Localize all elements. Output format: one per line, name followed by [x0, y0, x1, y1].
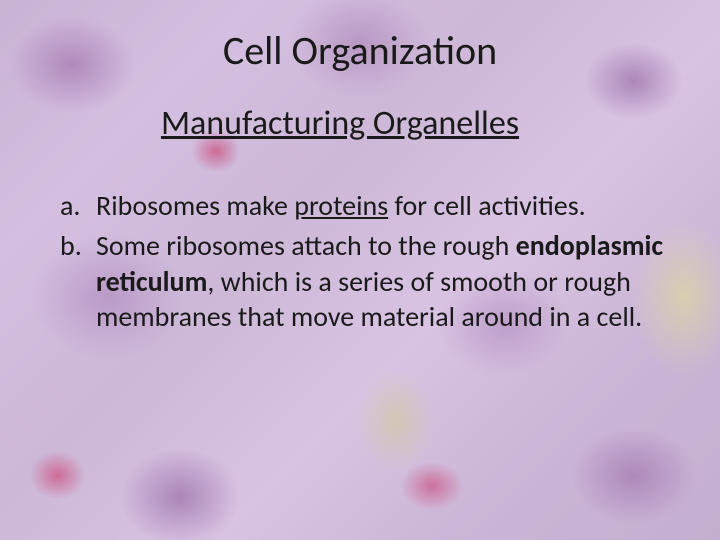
- list-text-post: for cell activities.: [388, 188, 586, 223]
- list-item: a.Ribosomes make proteins for cell activ…: [60, 188, 680, 224]
- list-text-pre: Some ribosomes attach to the rough: [96, 228, 516, 263]
- list-text-pre: Ribosomes make: [96, 188, 294, 223]
- list-text-underlined: proteins: [294, 188, 388, 223]
- list-item: b.Some ribosomes attach to the rough end…: [60, 228, 680, 335]
- slide: Cell Organization Manufacturing Organell…: [0, 0, 720, 540]
- list-marker: a.: [60, 188, 96, 224]
- slide-title: Cell Organization: [40, 26, 680, 75]
- bullet-list: a.Ribosomes make proteins for cell activ…: [40, 188, 680, 335]
- list-marker: b.: [60, 228, 96, 264]
- slide-subtitle: Manufacturing Organelles: [0, 103, 680, 144]
